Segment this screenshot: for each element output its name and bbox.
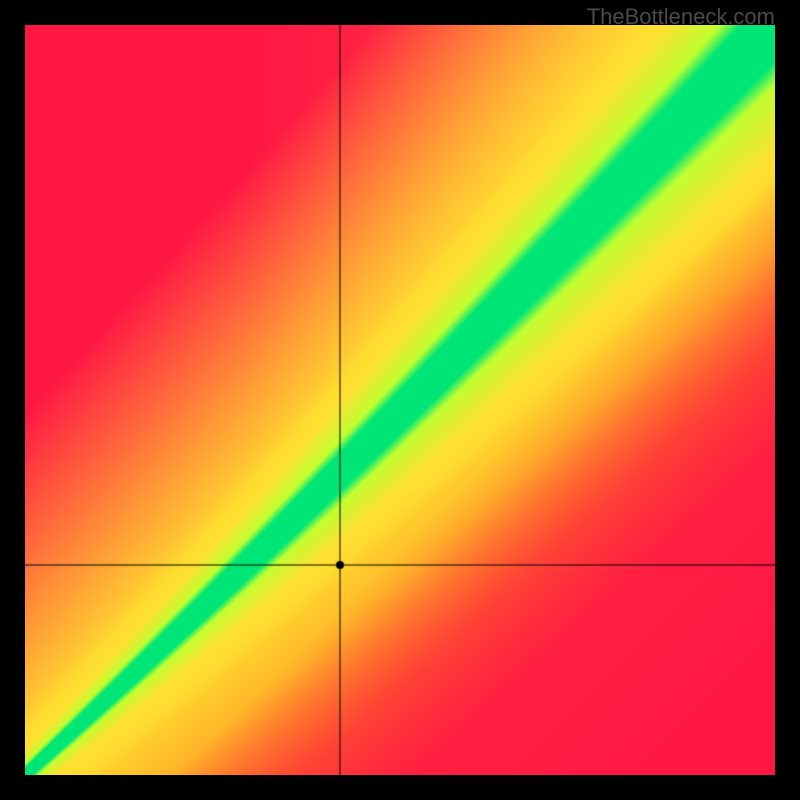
heatmap-canvas	[25, 25, 775, 775]
watermark-text: TheBottleneck.com	[587, 4, 775, 30]
heatmap-plot	[25, 25, 775, 775]
